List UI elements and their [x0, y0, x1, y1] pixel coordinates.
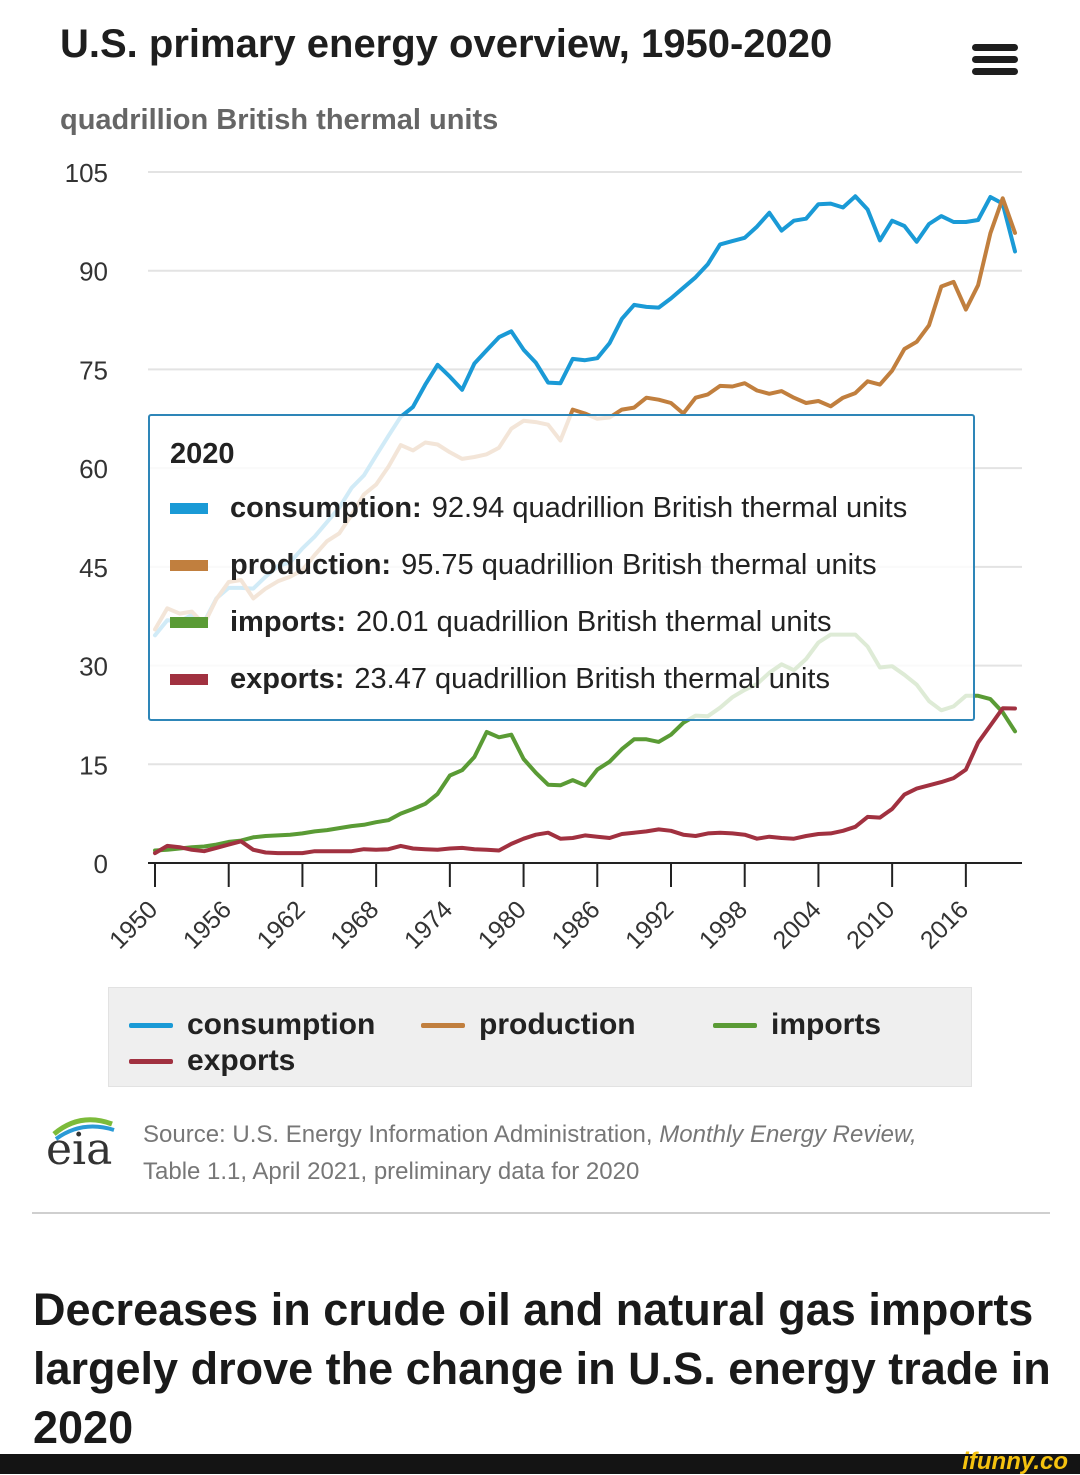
legend-line-icon — [421, 1022, 465, 1028]
imports-swatch-icon — [170, 617, 208, 628]
x-tick-label: 1962 — [252, 895, 311, 954]
exports-swatch-icon — [170, 674, 208, 685]
production-swatch-icon — [170, 560, 208, 571]
article-headline[interactable]: Decreases in crude oil and natural gas i… — [33, 1284, 1051, 1453]
tooltip-label: imports: — [230, 606, 346, 638]
legend-line-icon — [713, 1022, 757, 1028]
tooltip-label: production: — [230, 549, 392, 581]
series-line-exports — [153, 706, 1017, 856]
legend-item-exports[interactable]: exports — [129, 1044, 295, 1078]
tooltip-value: 92.94 quadrillion British thermal units — [431, 492, 908, 524]
y-tick-label: 60 — [79, 454, 108, 484]
source-publication[interactable]: Monthly Energy Review, — [659, 1121, 917, 1148]
legend-line-icon — [129, 1058, 173, 1064]
x-tick-label: 1974 — [399, 895, 458, 954]
legend-label: consumption — [187, 1008, 376, 1041]
y-tick-label: 45 — [79, 553, 108, 583]
source-line-2: Table 1.1, April 2021, preliminary data … — [143, 1158, 640, 1185]
footer-brand: ifunny.co — [962, 1448, 1068, 1475]
source-note: Source: U.S. Energy Information Administ… — [143, 1116, 917, 1190]
divider — [32, 1212, 1050, 1214]
x-tick-label: 1992 — [620, 895, 679, 954]
x-tick-label: 1986 — [546, 895, 605, 954]
y-tick-label: 105 — [65, 158, 108, 188]
x-tick-label: 2016 — [915, 895, 974, 954]
x-tick-label: 1998 — [694, 895, 753, 954]
tooltip-value: 23.47 quadrillion British thermal units — [354, 663, 830, 695]
tooltip-row-imports: imports: 20.01 quadrillion British therm… — [170, 606, 832, 639]
y-axis-unit-label: quadrillion British thermal units — [60, 104, 499, 136]
tooltip-row-consumption: consumption: 92.94 quadrillion British t… — [170, 492, 907, 525]
chart-title: U.S. primary energy overview, 1950-2020 — [60, 22, 833, 66]
legend-label: exports — [187, 1044, 296, 1077]
tooltip-label: consumption: — [230, 492, 422, 524]
x-tick-label: 2004 — [768, 895, 827, 954]
tooltip-year: 2020 — [170, 438, 235, 470]
tooltip-value: 20.01 quadrillion British thermal units — [356, 606, 832, 638]
y-tick-label: 15 — [79, 750, 108, 780]
legend-item-consumption[interactable]: consumption — [129, 1008, 375, 1042]
tooltip-row-production: production: 95.75 quadrillion British th… — [170, 549, 877, 582]
tooltip-value: 95.75 quadrillion British thermal units — [401, 549, 877, 581]
eia-logo-icon: eia — [42, 1112, 124, 1182]
logo-text: eia — [46, 1124, 113, 1175]
y-tick-label: 90 — [79, 257, 108, 287]
legend-label: production — [479, 1008, 636, 1041]
x-tick-label: 1950 — [104, 895, 163, 954]
chart-legend: consumption production imports exports — [108, 987, 972, 1087]
y-tick-label: 30 — [79, 652, 108, 682]
eia-logo-swoosh-icon — [52, 1117, 115, 1141]
x-tick-label: 1968 — [325, 895, 384, 954]
consumption-swatch-icon — [170, 503, 208, 514]
tooltip-row-exports: exports: 23.47 quadrillion British therm… — [170, 663, 830, 696]
chart-tooltip: 2020 consumption: 92.94 quadrillion Brit… — [148, 414, 975, 721]
legend-item-imports[interactable]: imports — [713, 1008, 881, 1042]
x-tick-label: 2010 — [841, 895, 900, 954]
footer-bar: ifunny.co — [0, 1450, 1080, 1474]
y-tick-label: 75 — [79, 355, 108, 385]
hamburger-menu-icon[interactable] — [972, 44, 1018, 80]
x-tick-label: 1980 — [473, 895, 532, 954]
tooltip-label: exports: — [230, 663, 345, 695]
source-prefix: Source: U.S. Energy Information Administ… — [143, 1121, 653, 1148]
legend-line-icon — [129, 1022, 173, 1028]
y-tick-label: 0 — [94, 849, 108, 879]
legend-item-production[interactable]: production — [421, 1008, 636, 1042]
x-tick-label: 1956 — [178, 895, 237, 954]
legend-label: imports — [771, 1008, 882, 1041]
